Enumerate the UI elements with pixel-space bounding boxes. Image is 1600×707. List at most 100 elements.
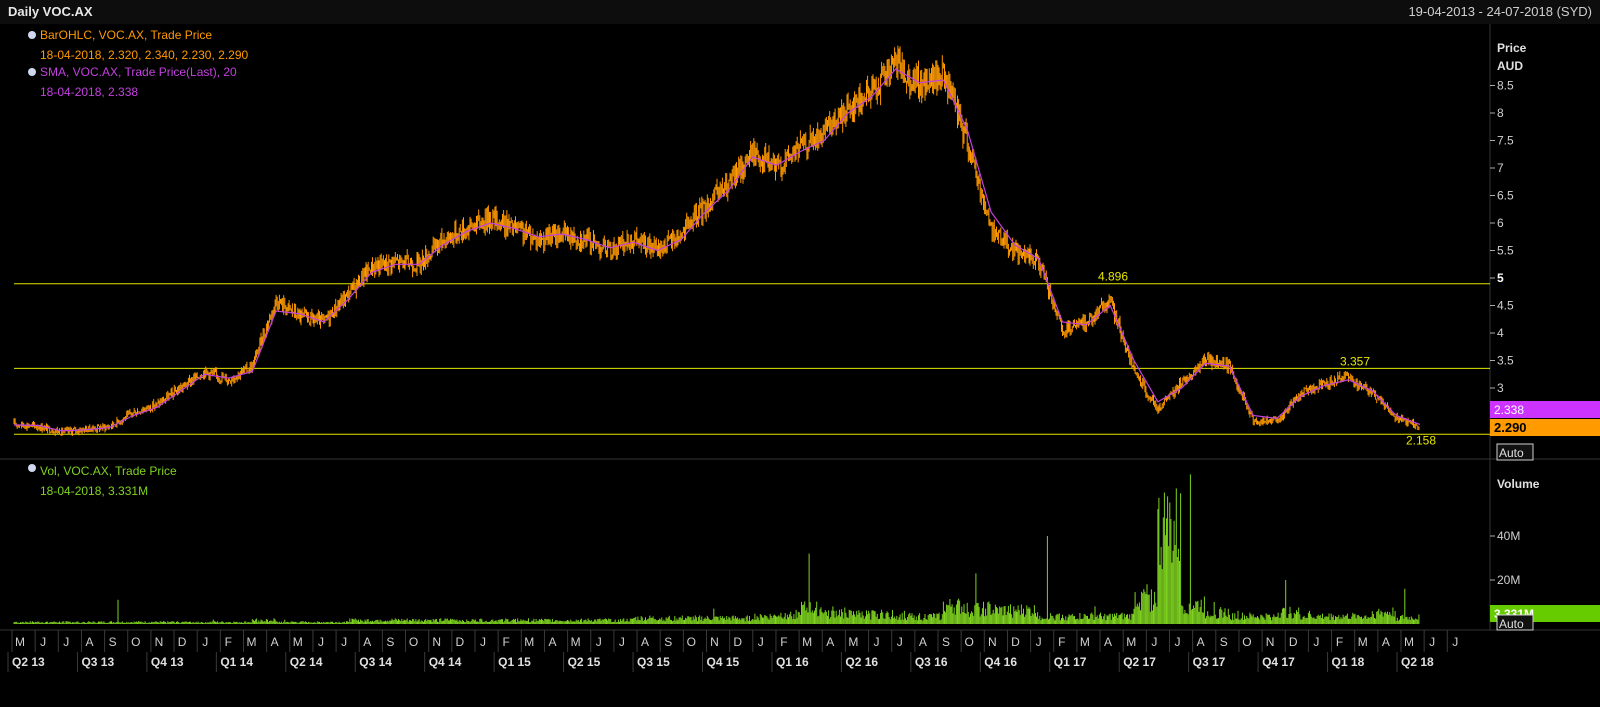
month-label: J [63,635,69,649]
last-price-tag [1490,419,1600,436]
ohlc-legend-label: BarOHLC, VOC.AX, Trade Price [40,28,212,42]
quarter-label: Q2 14 [290,655,323,669]
quarter-label: Q3 13 [81,655,114,669]
month-label: F [502,635,509,649]
sma-legend-values: 18-04-2018, 2.338 [40,85,138,99]
quarter-label: Q3 15 [637,655,670,669]
month-label: M [571,635,581,649]
sma-value-tag [1490,401,1600,418]
month-label: D [178,635,187,649]
month-label: A [363,635,371,649]
volume-auto-button[interactable] [1496,614,1534,631]
price-tick-label: 6.5 [1497,189,1514,203]
volume-auto-button-label: Auto [1499,617,1524,631]
ohlc-legend-values: 18-04-2018, 2.320, 2.340, 2.230, 2.290 [40,48,248,62]
vol-legend-label: Vol, VOC.AX, Trade Price [40,464,177,478]
month-label: A [1197,635,1205,649]
month-label: J [758,635,764,649]
legend-dot-icon[interactable] [28,31,36,39]
month-label: J [480,635,486,649]
month-label: F [225,635,232,649]
price-tick-label: 3 [1497,381,1504,395]
price-auto-button[interactable] [1496,443,1534,461]
legend-dot-icon[interactable] [28,464,36,472]
quarter-label: Q4 17 [1262,655,1295,669]
month-label: O [964,635,973,649]
month-label: J [1036,635,1042,649]
quarter-label: Q4 14 [429,655,462,669]
sma-value-tag-text: 2.338 [1494,403,1524,417]
month-label: M [1358,635,1368,649]
month-label: A [641,635,649,649]
month-label: S [109,635,117,649]
month-label: J [596,635,602,649]
sma-line [13,68,1421,432]
date-range-label: 19-04-2013 - 24-07-2018 (SYD) [1408,4,1592,19]
volume-bars [13,474,1420,624]
price-tick-label: 8.5 [1497,79,1514,93]
quarter-label: Q2 16 [845,655,878,669]
quarter-label: Q1 16 [776,655,809,669]
quarter-label: Q4 13 [151,655,184,669]
price-volume-chart[interactable]: 4.896 3.357 2.158 BarOHLC, VOC.AX, Trade P… [0,24,1600,707]
month-label: J [1175,635,1181,649]
month-label: M [524,635,534,649]
month-label: M [293,635,303,649]
quarter-label: Q1 14 [220,655,253,669]
month-label: D [1289,635,1298,649]
month-label: A [548,635,556,649]
sma-legend-label: SMA, VOC.AX, Trade Price(Last), 20 [40,65,237,79]
month-label: O [687,635,696,649]
month-label: F [780,635,787,649]
month-label: J [897,635,903,649]
chart-title: Daily VOC.AX [8,4,93,19]
quarter-label: Q2 13 [12,655,45,669]
month-label: M [848,635,858,649]
volume-legend: Vol, VOC.AX, Trade Price 18-04-2018, 3.3… [28,464,177,498]
month-label: S [942,635,950,649]
title-bar: Daily VOC.AX 19-04-2013 - 24-07-2018 (SY… [0,0,1600,24]
price-axis-title: Price [1497,41,1527,55]
quarter-label: Q1 17 [1054,655,1087,669]
price-tick-label: 6 [1497,216,1504,230]
month-label: J [1429,635,1435,649]
quarter-label: Q3 14 [359,655,392,669]
month-label: O [1242,635,1251,649]
month-label: M [1404,635,1414,649]
reference-line-label: 3.357 [1340,354,1370,368]
quarter-label: Q2 17 [1123,655,1156,669]
price-axis-unit: AUD [1497,59,1523,73]
reference-lines: 4.896 3.357 2.158 [14,270,1490,447]
month-label: M [1126,635,1136,649]
quarter-label: Q2 15 [568,655,601,669]
month-label: M [15,635,25,649]
month-label: S [386,635,394,649]
month-label: M [802,635,812,649]
volume-tick-label: 40M [1497,529,1520,543]
month-label: M [1080,635,1090,649]
month-label: A [271,635,279,649]
volume-axis-title: Volume [1497,477,1540,491]
month-label: D [456,635,465,649]
month-label: N [988,635,997,649]
month-label: N [432,635,441,649]
month-label: N [710,635,719,649]
month-label: F [1058,635,1065,649]
month-label: J [1313,635,1319,649]
quarter-label: Q3 16 [915,655,948,669]
month-label: D [733,635,742,649]
legend-dot-icon[interactable] [28,68,36,76]
month-label: J [202,635,208,649]
price-tick-label: 4 [1497,326,1504,340]
month-label: J [40,635,46,649]
volume-tick-label: 20M [1497,573,1520,587]
price-tick-label: 8 [1497,106,1504,120]
month-label: S [664,635,672,649]
month-label: J [1452,635,1458,649]
price-tick-label: 7.5 [1497,134,1514,148]
price-axis: Price AUD 8.5 8 7.5 7 6.5 6 5.5 5 4.5 4 3.5 3 2.338… [1490,41,1600,461]
month-label: O [409,635,418,649]
reference-line-label: 4.896 [1098,270,1128,284]
price-tick-label: 5 [1497,271,1504,285]
